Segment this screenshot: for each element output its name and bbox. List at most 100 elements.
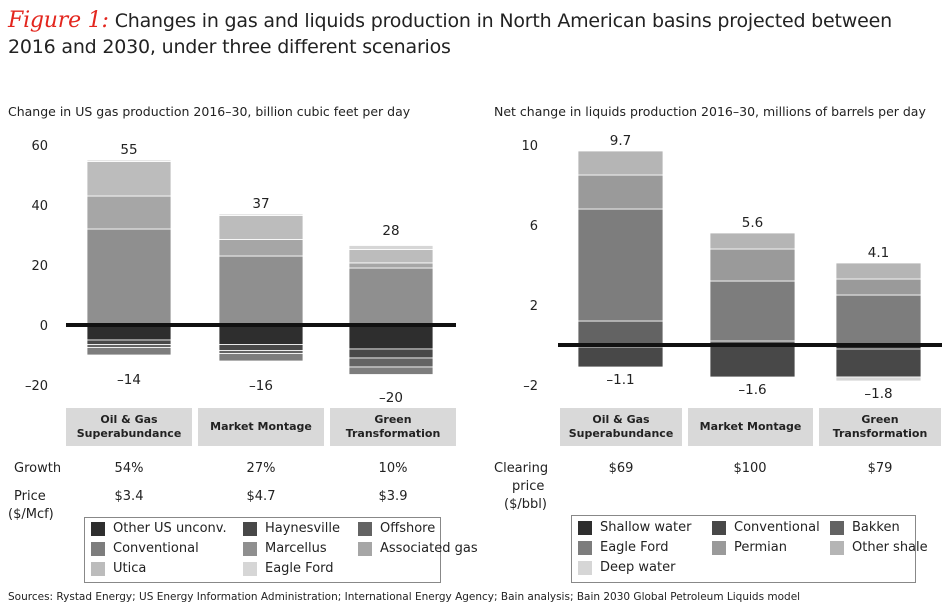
gas-total-positive-oil-gas-superabundance: 55 <box>120 142 137 158</box>
gas-bar-market-montage-conventional <box>218 353 304 362</box>
legend-swatch-associated-gas <box>358 541 372 556</box>
gas-bar-market-montage-marcellus <box>218 255 304 326</box>
legend-item-eagle-ford: Eagle Ford <box>578 540 669 555</box>
gas-category-market-montage: Market Montage <box>198 408 324 446</box>
growth-label: Growth <box>14 461 62 476</box>
liquids-bar-market-montage-permian <box>709 248 796 282</box>
liquids-chart-title: Net change in liquids production 2016–30… <box>494 104 926 119</box>
gas-total-negative-green-transformation: –20 <box>379 390 403 406</box>
clearing-price-label-line2: price <box>512 479 545 494</box>
legend-label-conventional: Conventional <box>734 520 820 535</box>
legend-label-marcellus: Marcellus <box>265 541 327 556</box>
gas-y-tick-2: 20 <box>31 259 48 274</box>
legend-swatch-marcellus <box>243 541 257 556</box>
legend-item-shallow-water: Shallow water <box>578 520 691 535</box>
gas-bar-oil-gas-superabundance-conventional <box>86 347 172 356</box>
legend-swatch-other-shale <box>830 540 844 555</box>
legend-label-permian: Permian <box>734 540 787 555</box>
gas-category-green-transformation: Green Transformation <box>330 408 456 446</box>
legend-label-eagle-ford: Eagle Ford <box>265 561 334 576</box>
legend-item-conventional: Conventional <box>712 520 820 535</box>
legend-item-associated-gas: Associated gas <box>358 541 478 556</box>
liquids-total-positive-green-transformation: 4.1 <box>868 245 889 261</box>
price-value-market-montage: $4.7 <box>246 489 276 504</box>
legend-swatch-other-us-unconv <box>91 521 105 536</box>
legend-item-utica: Utica <box>91 561 146 576</box>
figure-title-text: Changes in gas and liquids production in… <box>8 10 892 58</box>
legend-label-haynesville: Haynesville <box>265 521 340 536</box>
gas-bar-market-montage-utica <box>218 215 304 240</box>
legend-label-other-shale: Other shale <box>852 540 928 555</box>
price-unit-label: ($/Mcf) <box>8 507 54 522</box>
liquids-y-tick-0: 10 <box>521 139 538 154</box>
gas-bar-market-montage-other-us-unconv <box>218 324 304 345</box>
growth-value-market-montage: 27% <box>246 461 276 476</box>
legend-item-other-shale: Other shale <box>830 540 928 555</box>
liquids-total-positive-market-montage: 5.6 <box>742 215 763 231</box>
gas-bar-green-transformation-haynesville <box>348 348 434 359</box>
legend-label-shallow-water: Shallow water <box>600 520 692 535</box>
legend-item-other-us-unconv: Other US unconv. <box>91 521 227 536</box>
legend-item-offshore: Offshore <box>358 521 435 536</box>
gas-bar-green-transformation-conventional <box>348 366 434 375</box>
gas-bar-green-transformation-eagle-ford <box>348 245 434 250</box>
liquids-total-positive-oil-gas-superabundance: 9.7 <box>610 133 631 149</box>
legend-swatch-eagle-ford <box>578 540 592 555</box>
liquids-category-market-montage: Market Montage <box>688 408 813 446</box>
legend-label-eagle-ford: Eagle Ford <box>600 540 669 555</box>
gas-chart-title: Change in US gas production 2016–30, bil… <box>8 104 411 119</box>
clearing-price-label-line3: ($/bbl) <box>504 497 547 512</box>
liquids-total-negative-market-montage: –1.6 <box>738 382 766 398</box>
gas-y-tick-4: –20 <box>25 379 48 394</box>
gas-bar-oil-gas-superabundance-utica <box>86 161 172 197</box>
liquids-bar-green-transformation-permian <box>835 278 922 296</box>
price-label: Price <box>14 489 46 504</box>
gas-legend: Other US unconv. Haynesville Offshore Conve… <box>84 517 478 583</box>
liquids-bar-oil-gas-superabundance-other-shale <box>577 150 664 176</box>
clearing-price-green-transformation: $79 <box>867 461 893 476</box>
liquids-bar-oil-gas-superabundance-conventional <box>577 346 664 368</box>
legend-label-conventional: Conventional <box>113 541 199 556</box>
liquids-bar-oil-gas-superabundance-bakken <box>577 320 664 346</box>
figure-label: Figure 1: <box>8 8 109 33</box>
gas-total-negative-market-montage: –16 <box>249 378 273 394</box>
gas-y-tick-1: 40 <box>31 199 48 214</box>
liquids-bar-market-montage-other-shale <box>709 232 796 250</box>
legend-label-associated-gas: Associated gas <box>380 541 478 556</box>
legend-item-haynesville: Haynesville <box>243 521 340 536</box>
gas-bar-green-transformation-other-us-unconv <box>348 324 434 350</box>
gas-bar-oil-gas-superabundance-eagle-ford <box>86 159 172 162</box>
liquids-category-green-transformation-label: Green Transformation <box>832 413 928 440</box>
gas-bar-green-transformation-associated-gas <box>348 262 434 269</box>
price-value-green-transformation: $3.9 <box>378 489 408 504</box>
legend-item-permian: Permian <box>712 540 787 555</box>
legend-item-bakken: Bakken <box>830 520 900 535</box>
legend-label-other-us-unconv: Other US unconv. <box>113 521 227 536</box>
gas-category-superabundance: Oil & Gas Superabundance <box>66 408 192 446</box>
clearing-price-label-line1: Clearing <box>494 461 549 476</box>
liquids-y-tick-1: 6 <box>530 219 538 234</box>
liquids-category-superabundance-line2: Superabundance <box>568 427 674 440</box>
liquids-y-tick-2: 2 <box>530 299 538 314</box>
legend-label-utica: Utica <box>113 561 147 576</box>
legend-swatch-haynesville <box>243 521 257 536</box>
gas-category-market-montage-label: Market Montage <box>210 420 312 433</box>
legend-swatch-offshore <box>358 521 372 536</box>
gas-total-positive-market-montage: 37 <box>252 196 269 212</box>
gas-bar-green-transformation-offshore <box>348 357 434 368</box>
legend-item-eagle-ford: Eagle Ford <box>243 561 334 576</box>
gas-total-negative-oil-gas-superabundance: –14 <box>117 372 141 388</box>
gas-category-superabundance-line1: Oil & Gas <box>100 413 158 426</box>
legend-item-conventional: Conventional <box>91 541 199 556</box>
gas-category-green-transformation-label: Green Transformation <box>345 413 441 440</box>
gas-bar-market-montage-eagle-ford <box>218 213 304 216</box>
gas-y-tick-0: 60 <box>31 139 48 154</box>
growth-value-superabundance: 54% <box>114 461 144 476</box>
legend-swatch-eagle-ford <box>243 561 257 576</box>
figure-title: Figure 1: Changes in gas and liquids prod… <box>8 8 943 60</box>
gas-total-positive-green-transformation: 28 <box>382 223 399 239</box>
gas-bar-oil-gas-superabundance-haynesville <box>86 339 172 345</box>
gas-bar-green-transformation-marcellus <box>348 267 434 326</box>
clearing-price-superabundance: $69 <box>608 461 634 476</box>
liquids-bar-oil-gas-superabundance-eagle-ford <box>577 208 664 322</box>
